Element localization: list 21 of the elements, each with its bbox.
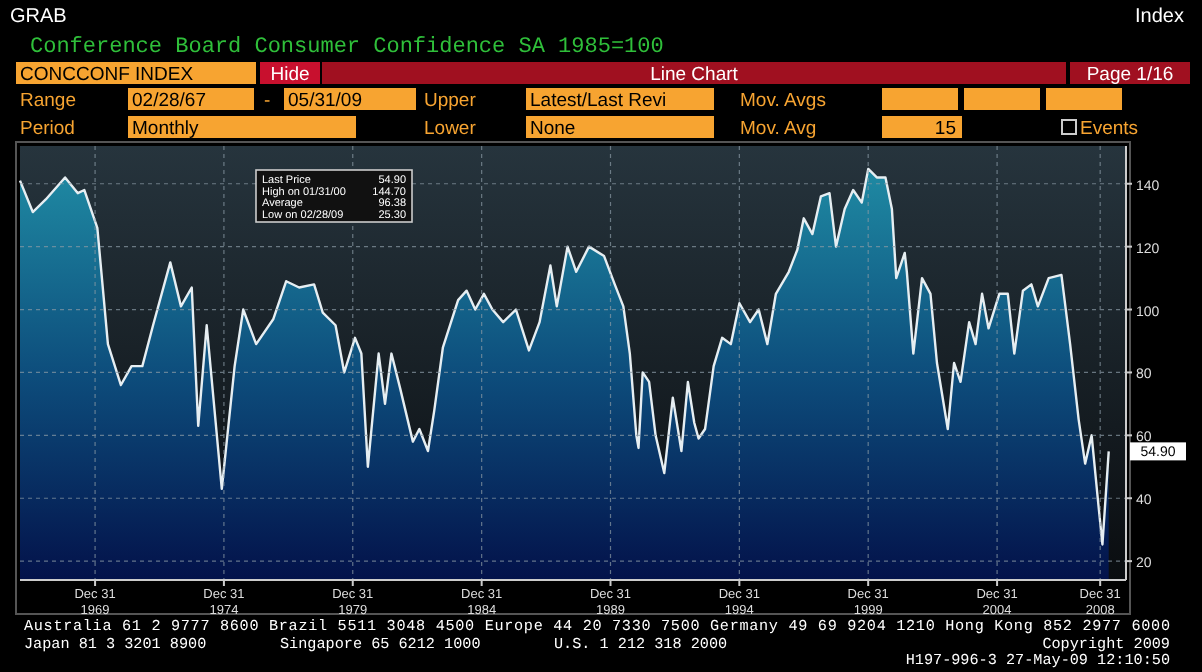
- text: None: [530, 118, 576, 140]
- text: Line Chart: [650, 64, 739, 86]
- text: Upper: [424, 90, 476, 112]
- text: Hide: [270, 64, 310, 86]
- text: Latest/Last Revi: [530, 90, 667, 112]
- text: CONCCONF INDEX: [20, 64, 195, 86]
- text: Mov. Avgs: [740, 90, 827, 112]
- text: 15: [934, 118, 956, 140]
- text: Page 1/16: [1086, 64, 1174, 86]
- text: -: [264, 90, 271, 112]
- text: Events: [1080, 118, 1139, 140]
- text: Range: [20, 90, 76, 112]
- text: 02/28/67: [132, 90, 206, 112]
- text: Period: [20, 118, 75, 140]
- text: Monthly: [132, 118, 200, 140]
- text: Mov. Avg: [740, 118, 817, 140]
- text: Lower: [424, 118, 476, 140]
- text: 05/31/09: [288, 90, 362, 112]
- text: Index: [1135, 6, 1184, 28]
- chart-title: Conference Board Consumer Confidence SA 1985=100: [30, 36, 664, 60]
- text: GRAB: [10, 6, 68, 28]
